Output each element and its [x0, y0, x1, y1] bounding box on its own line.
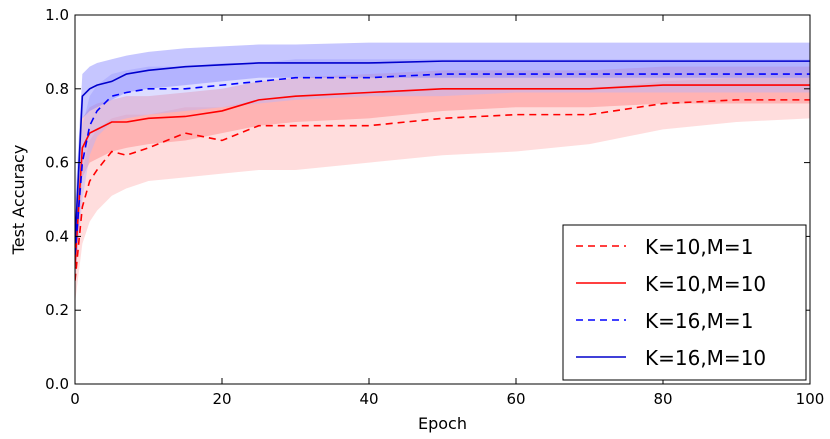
- legend-entry-2: K=10,M=10: [576, 272, 766, 296]
- line-series-2: [75, 84, 810, 266]
- legend-label: K=16,M=10: [645, 346, 766, 370]
- y-axis-label: Test Accuracy: [9, 145, 28, 256]
- band-series-4: [75, 42, 810, 274]
- confidence-bands: [75, 42, 810, 303]
- legend-entry-3: K=16,M=1: [576, 309, 753, 333]
- y-tick-label: 0.4: [45, 227, 69, 245]
- line-series-1: [75, 99, 810, 281]
- series-lines: [75, 60, 810, 281]
- y-tick-label: 0.6: [45, 154, 69, 172]
- y-axis: 0.0 0.2 0.4 0.6 0.8 1.0: [45, 6, 810, 393]
- band-series-3: [75, 59, 810, 281]
- x-tick-label: 40: [359, 390, 378, 408]
- legend-label: K=16,M=1: [645, 309, 753, 333]
- legend: K=10,M=1 K=10,M=10 K=16,M=1 K=16,M=10: [562, 224, 807, 381]
- x-tick-label: 0: [70, 390, 80, 408]
- plot-frame: [74, 14, 811, 385]
- band-series-2: [75, 66, 810, 289]
- x-tick-label: 60: [506, 390, 525, 408]
- legend-entry-4: K=16,M=10: [576, 346, 766, 370]
- line-series-4: [75, 60, 810, 244]
- legend-label: K=10,M=1: [645, 235, 753, 259]
- y-tick-label: 0.0: [45, 375, 69, 393]
- y-tick-label: 1.0: [45, 6, 69, 24]
- y-tick-label: 0.8: [45, 80, 69, 98]
- legend-box: [562, 224, 807, 381]
- x-tick-label: 20: [212, 390, 231, 408]
- y-tick-label: 0.2: [45, 301, 69, 319]
- x-axis: 0 20 40 60 80 100: [70, 15, 824, 408]
- x-tick-label: 100: [796, 390, 825, 408]
- legend-label: K=10,M=10: [645, 272, 766, 296]
- legend-entry-1: K=10,M=1: [576, 235, 753, 259]
- band-series-1: [75, 77, 810, 303]
- x-tick-label: 80: [653, 390, 672, 408]
- x-axis-label: Epoch: [418, 414, 467, 433]
